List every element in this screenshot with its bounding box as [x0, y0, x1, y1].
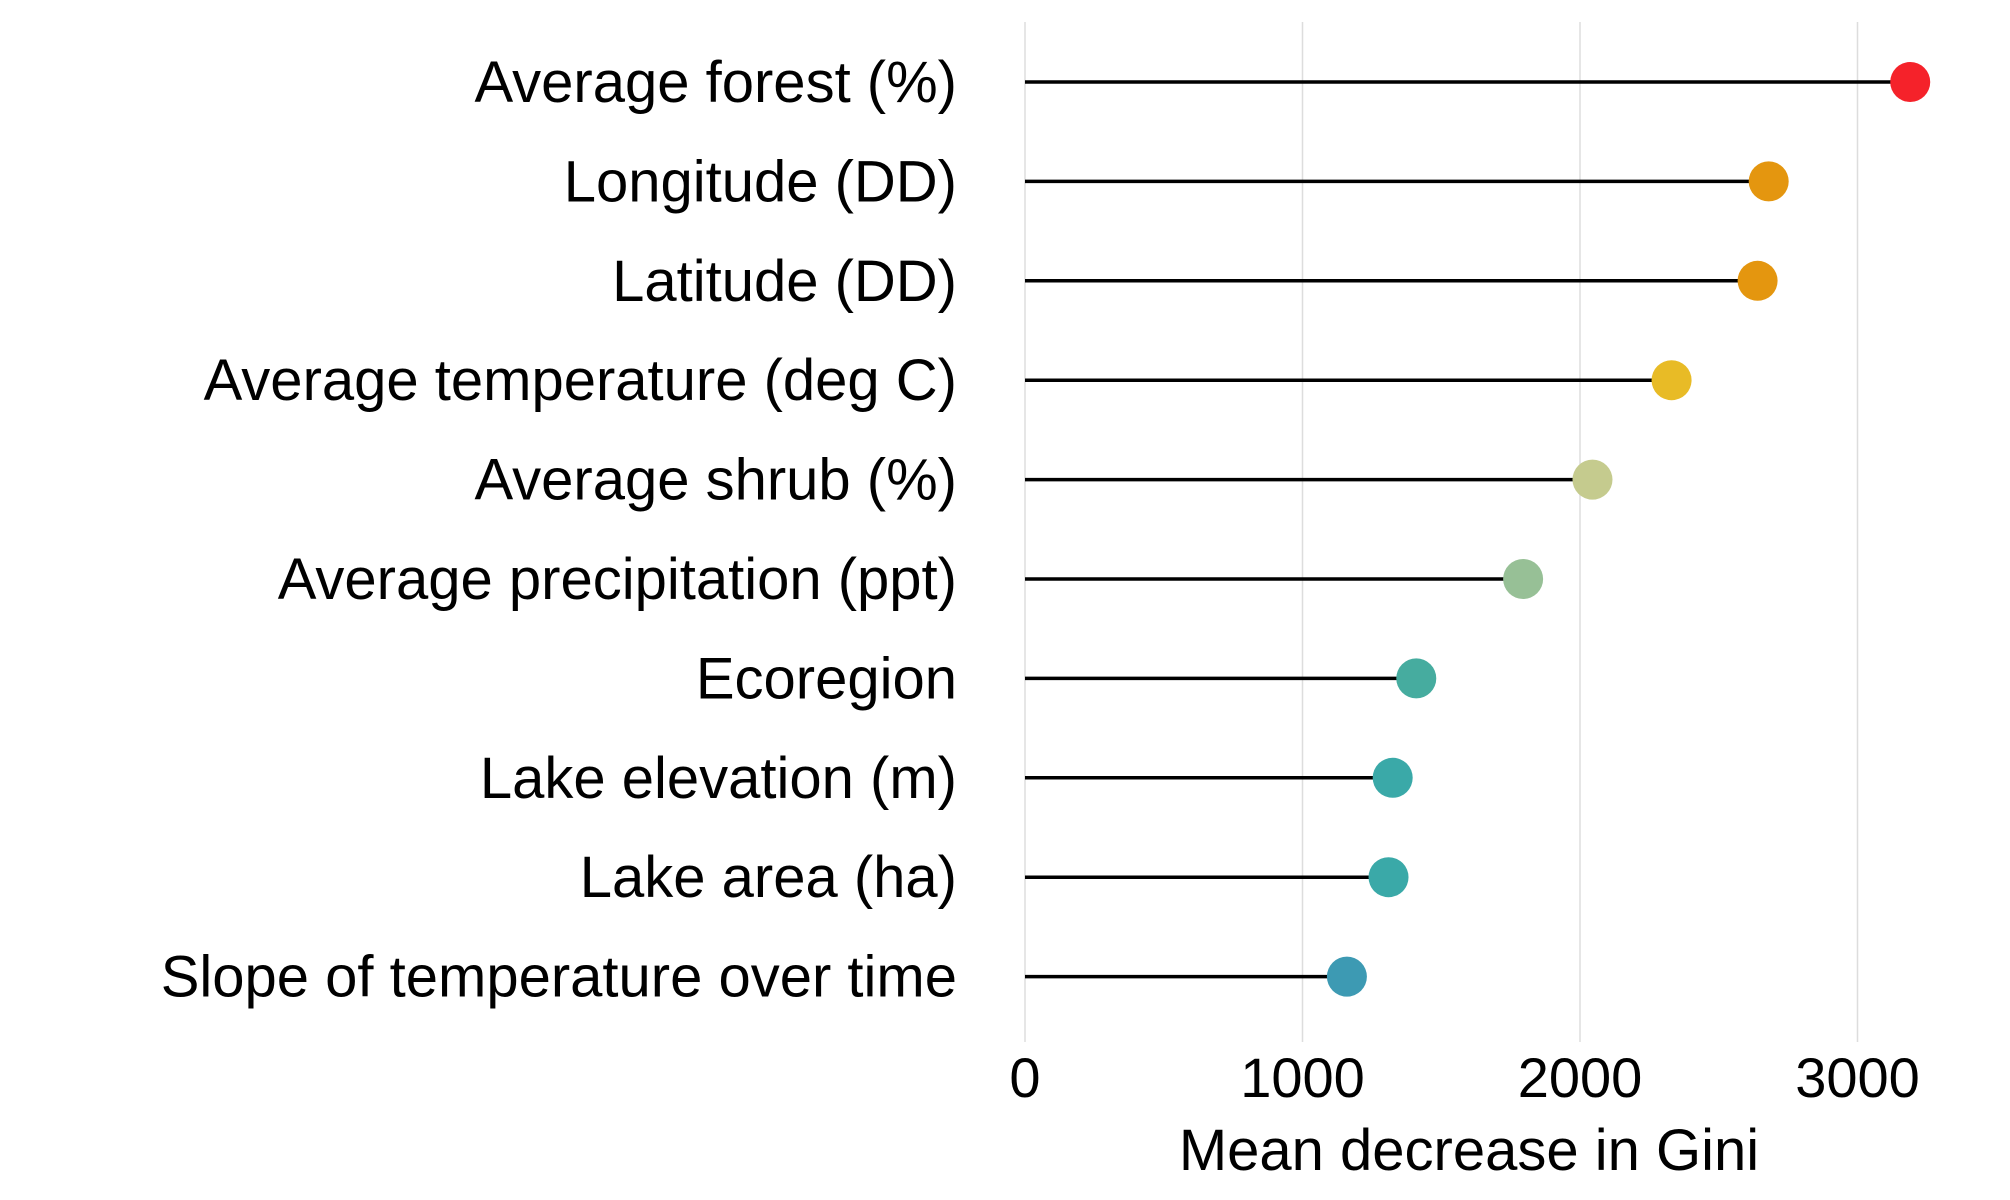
category-labels: Average forest (%) Longitude (DD) Latitude…: [161, 50, 957, 1010]
category-label: Average temperature (deg C): [204, 348, 957, 413]
category-label: Lake elevation (m): [480, 746, 957, 811]
data-point: [1651, 360, 1692, 401]
data-point: [1372, 757, 1413, 798]
category-label: Longitude (DD): [564, 149, 957, 214]
category-label: Average precipitation (ppt): [278, 547, 957, 612]
data-point: [1326, 956, 1367, 997]
x-tick-label: 3000: [1795, 1046, 1920, 1109]
x-tick-labels: 0 1000 2000 3000: [1009, 1046, 1919, 1109]
data-point: [1572, 459, 1613, 500]
data-point: [1748, 161, 1789, 202]
x-tick-label: 1000: [1240, 1046, 1365, 1109]
x-tick-label: 0: [1009, 1046, 1040, 1109]
category-label: Latitude (DD): [612, 249, 957, 314]
x-tick-label: 2000: [1518, 1046, 1643, 1109]
x-axis-title: Mean decrease in Gini: [1179, 1118, 1759, 1183]
data-point: [1737, 260, 1778, 301]
category-label: Average shrub (%): [475, 448, 958, 513]
category-label: Slope of temperature over time: [161, 945, 957, 1010]
category-label: Lake area (ha): [580, 845, 957, 910]
data-point: [1368, 857, 1409, 898]
data-point: [1396, 658, 1437, 699]
data-point: [1503, 559, 1544, 599]
category-label: Average forest (%): [475, 50, 957, 115]
stem-layer: [1025, 80, 1911, 979]
grid-layer: [1024, 22, 1859, 1042]
point-layer: [1326, 62, 1931, 997]
data-point: [1890, 62, 1931, 102]
category-label: Ecoregion: [696, 646, 957, 711]
